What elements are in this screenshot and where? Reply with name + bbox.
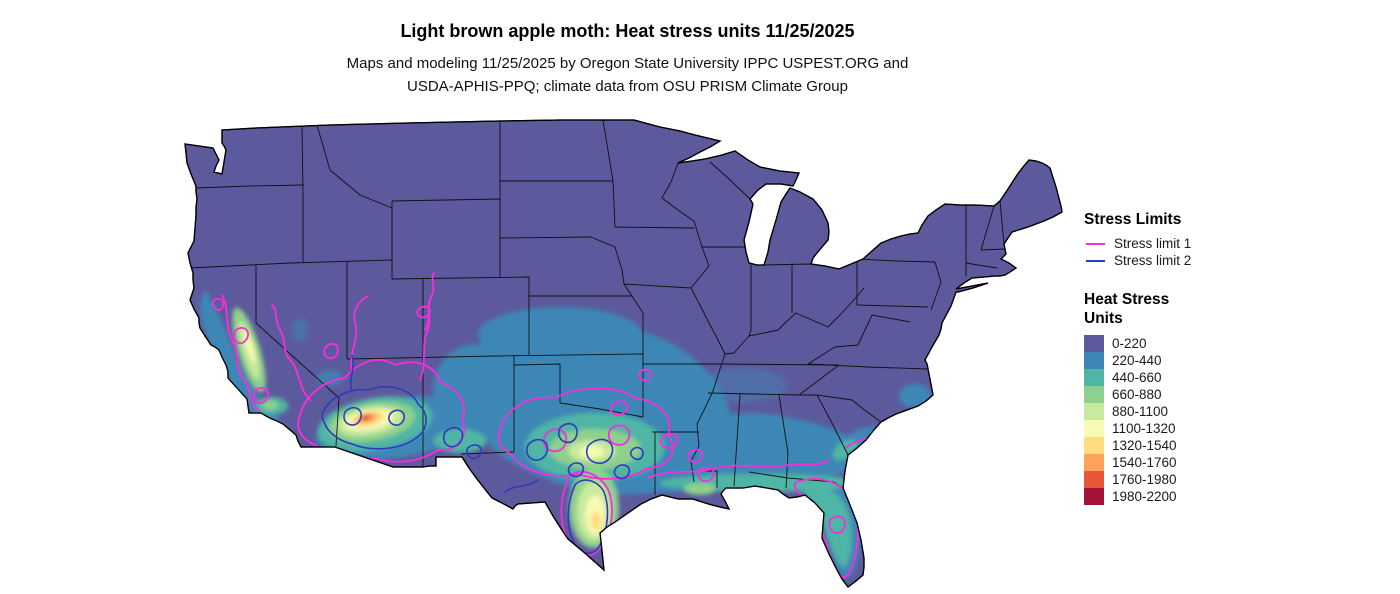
- color-swatch-1980-2200: [1084, 488, 1104, 505]
- stress-limits-title: Stress Limits: [1084, 211, 1182, 228]
- color-swatch-880-1100: [1084, 403, 1104, 420]
- stress-limit-1-line-swatch: [1086, 242, 1105, 245]
- stress-limit-2-line-swatch: [1086, 259, 1105, 262]
- legend-label: 880-1100: [1112, 404, 1169, 419]
- legend-row: 1540-1760: [1084, 454, 1384, 471]
- color-swatch-660-880: [1084, 386, 1104, 403]
- legend-label: 1320-1540: [1112, 438, 1177, 453]
- subtitle-line-2: USDA-APHIS-PPQ; climate data from OSU PR…: [407, 78, 848, 95]
- legend-row: 1100-1320: [1084, 420, 1384, 437]
- stress-limit-1-row: Stress limit 1: [1084, 235, 1384, 252]
- state-borders: [189, 120, 1006, 495]
- stress-limit-1-contours: [212, 271, 893, 578]
- legend-label: 440-660: [1112, 370, 1162, 385]
- legend-row: 220-440: [1084, 352, 1384, 369]
- color-swatch-1540-1760: [1084, 454, 1104, 471]
- heat-title-line-1: Heat Stress: [1084, 291, 1170, 308]
- legend-row: 0-220: [1084, 335, 1384, 352]
- legend-label: 660-880: [1112, 387, 1162, 402]
- stress-limit-2-contours: [321, 355, 644, 555]
- legend-label: 220-440: [1112, 353, 1162, 368]
- legend-row: 660-880: [1084, 386, 1384, 403]
- heat-stress-units-title: Heat Stress Units: [1084, 290, 1384, 328]
- legend-row: 1980-2200: [1084, 488, 1384, 505]
- subtitle-line-1: Maps and modeling 11/25/2025 by Oregon S…: [346, 55, 909, 72]
- legend-row: 440-660: [1084, 369, 1384, 386]
- color-swatch-220-440: [1084, 352, 1104, 369]
- stress-limit-1-label: Stress limit 1: [1114, 236, 1192, 251]
- color-swatch-1760-1980: [1084, 471, 1104, 488]
- legend-label: 1760-1980: [1112, 472, 1177, 487]
- page-title: Light brown apple moth: Heat stress unit…: [400, 21, 855, 41]
- legend-row: 1320-1540: [1084, 437, 1384, 454]
- color-swatch-440-660: [1084, 369, 1104, 386]
- color-swatch-1100-1320: [1084, 420, 1104, 437]
- color-swatch-1320-1540: [1084, 437, 1104, 454]
- color-swatch-0-220: [1084, 335, 1104, 352]
- legend-row: 880-1100: [1084, 403, 1384, 420]
- heat-title-line-2: Units: [1084, 310, 1123, 327]
- stress-limit-2-row: Stress limit 2: [1084, 252, 1384, 269]
- legend-label: 1980-2200: [1112, 489, 1177, 504]
- legend-label: 0-220: [1112, 336, 1147, 351]
- legend-panel: Stress Limits Stress limit 1 Stress limi…: [1084, 211, 1384, 505]
- stress-limit-2-label: Stress limit 2: [1114, 253, 1192, 268]
- legend-row: 1760-1980: [1084, 471, 1384, 488]
- header: Light brown apple moth: Heat stress unit…: [0, 0, 1255, 98]
- legend-label: 1100-1320: [1112, 421, 1176, 436]
- legend-label: 1540-1760: [1112, 455, 1177, 470]
- heat-legend-rows: 0-220 220-440 440-660 660-880 880-1100 1…: [1084, 335, 1384, 505]
- heat-band-1980-2200: [363, 416, 369, 419]
